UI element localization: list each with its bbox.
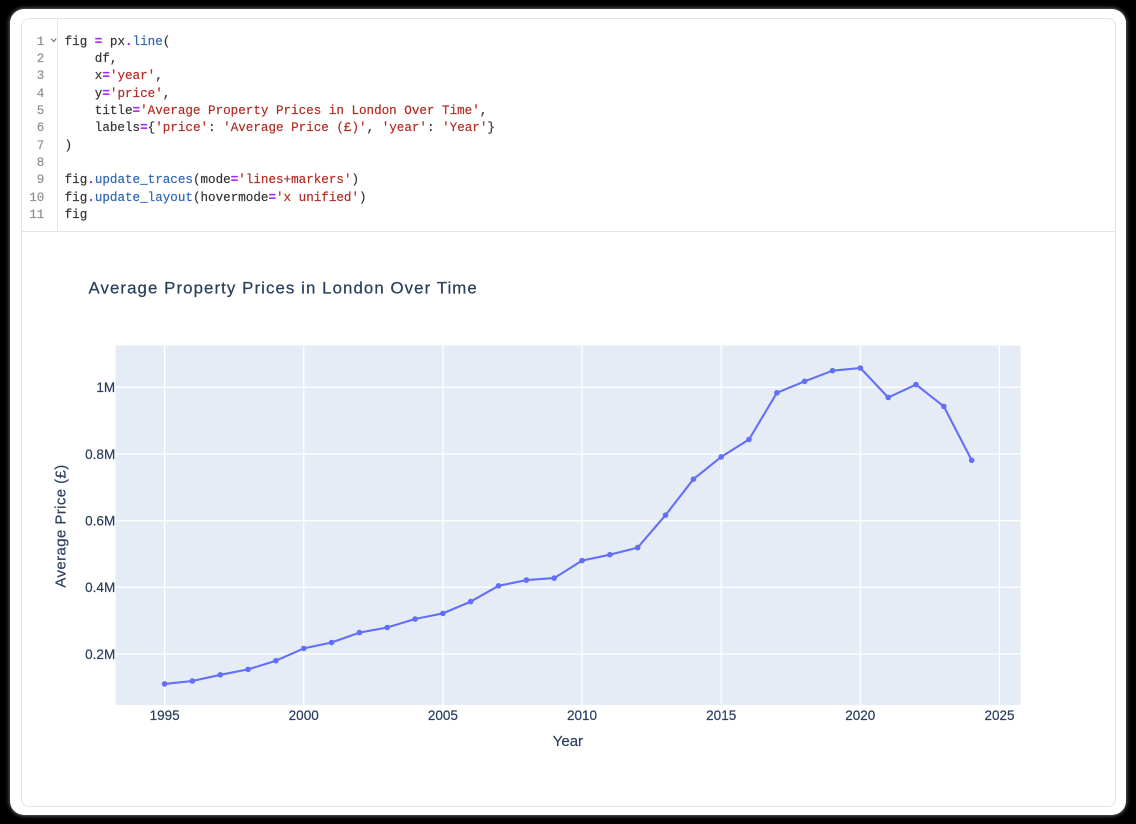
svg-text:0.6M: 0.6M <box>85 514 115 529</box>
svg-text:0.8M: 0.8M <box>85 447 115 462</box>
svg-text:2010: 2010 <box>567 708 597 723</box>
svg-text:0.4M: 0.4M <box>85 580 115 595</box>
svg-text:2025: 2025 <box>984 708 1014 723</box>
svg-text:1M: 1M <box>96 380 115 395</box>
svg-text:Average Property Prices in Lon: Average Property Prices in London Over T… <box>89 278 478 297</box>
svg-text:Year: Year <box>553 733 583 750</box>
svg-text:0.2M: 0.2M <box>85 647 115 662</box>
svg-text:Average Price (£): Average Price (£) <box>53 464 70 587</box>
svg-text:1995: 1995 <box>150 708 180 723</box>
svg-text:2005: 2005 <box>428 708 458 723</box>
svg-text:2015: 2015 <box>706 708 736 723</box>
svg-text:2000: 2000 <box>289 708 319 723</box>
svg-text:2020: 2020 <box>845 708 875 723</box>
